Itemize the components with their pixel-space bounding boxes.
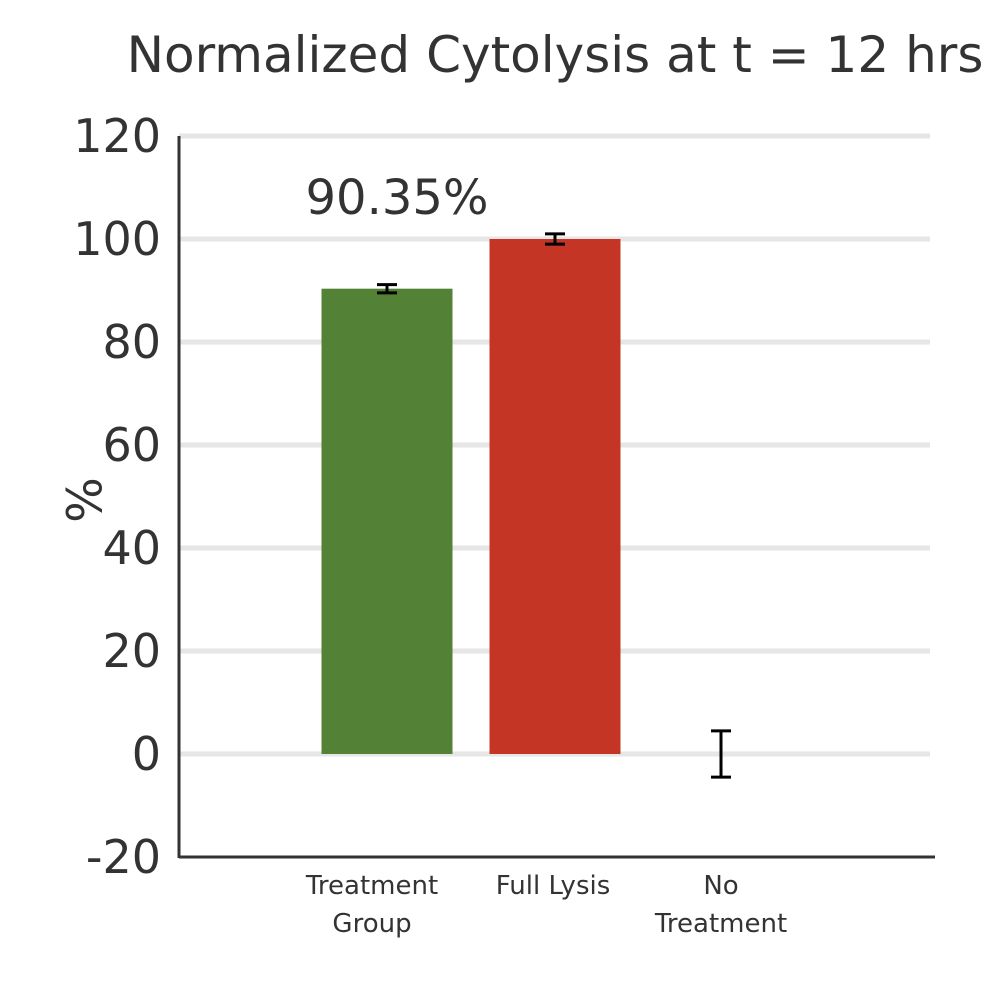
y-tick-label: 100 [73,212,161,266]
y-tick-label: 60 [102,418,161,472]
tick-labels: -20 0 20 40 60 80 100 120 Treatment Group Full Lys… [73,109,787,939]
y-tick-label: -20 [86,830,161,884]
data-label: 90.35% [305,170,488,226]
data-labels: 90.35% [305,170,488,226]
y-tick-label: 120 [73,109,161,163]
axes [177,136,935,859]
y-axis-label: % [54,477,110,523]
chart-title: Normalized Cytolysis at t = 12 hrs [127,26,984,84]
x-tick-label: Group [332,909,411,939]
x-tick-label: Treatment [654,909,787,939]
x-tick-label: Treatment [305,871,438,901]
bar [489,239,621,754]
bar [321,288,453,754]
y-tick-label: 20 [102,624,161,678]
x-tick-label: Full Lysis [496,871,611,901]
y-tick-label: 0 [132,727,161,781]
x-tick-label: No [703,871,738,901]
y-tick-label: 40 [102,521,161,575]
bars [321,232,731,779]
y-tick-label: 80 [102,315,161,369]
